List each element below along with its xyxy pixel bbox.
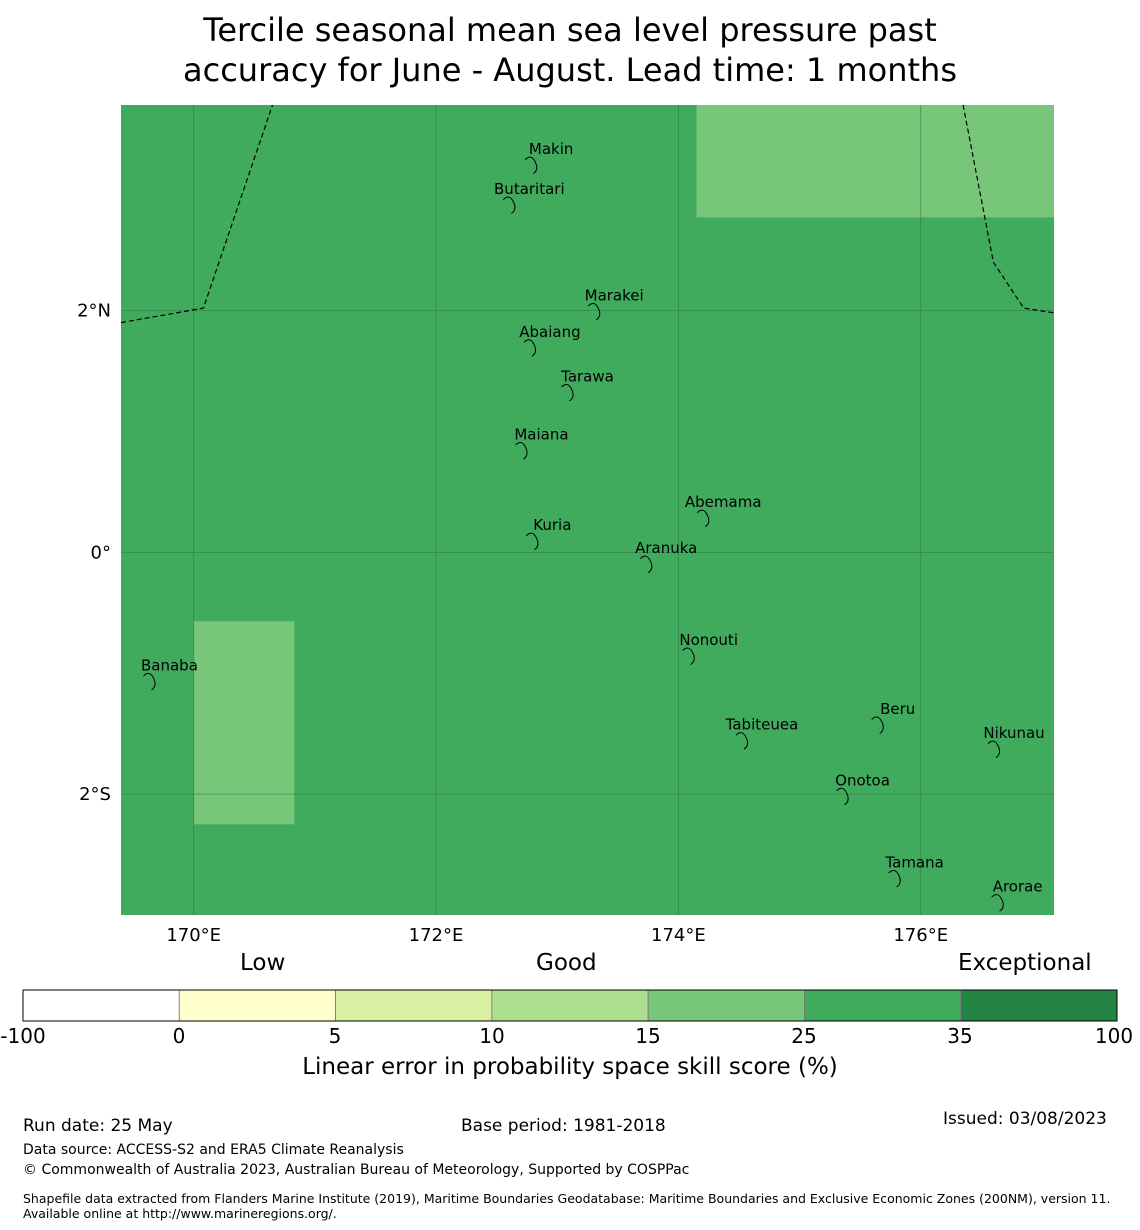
island-label: Onotoa [835,771,890,789]
data-source: Data source: ACCESS-S2 and ERA5 Climate … [23,1142,404,1158]
island-outline [561,383,574,402]
island-outline [696,509,710,528]
eez-boundary [962,104,1055,314]
skill-patch [696,105,1054,218]
colorbar-bin [22,989,180,1022]
island-label: Maiana [514,426,568,444]
title-line-1: Tercile seasonal mean sea level pressure… [203,11,937,49]
island-label: Abemama [685,493,762,511]
colorbar-tick: 35 [947,1024,973,1048]
island-outline [526,532,539,551]
island-outline [524,156,538,175]
island-label: Aranuka [635,539,697,557]
island-outline [502,196,516,215]
island-outline [682,647,695,665]
colorbar-label: Linear error in probability space skill … [302,1054,838,1080]
island-outline [888,869,901,888]
island-outline [987,740,1001,759]
island-label: Nikunau [983,724,1044,742]
colorbar-bin [335,989,493,1022]
island-label: Beru [880,700,915,718]
island-label: Banaba [141,656,198,674]
colorbar-tick: -100 [0,1024,46,1048]
shapefile-credit: Shapefile data extracted from Flanders M… [23,1191,1111,1221]
title-line-2: accuracy for June - August. Lead time: 1… [183,51,957,89]
colorbar-tick: 25 [791,1024,817,1048]
island-label: Tamana [884,854,943,872]
island-label: Nonouti [679,631,738,649]
island-label: Kuria [533,516,571,534]
colorbar-bin [178,989,336,1022]
colorbar-tick: 100 [1094,1024,1134,1048]
colorbar-bin [960,989,1118,1022]
colorbar-tick: 0 [172,1024,186,1048]
colorbar-tick: 10 [479,1024,505,1048]
island-label: Butaritari [494,180,565,198]
island-label: Tarawa [560,368,614,386]
copyright: © Commonwealth of Australia 2023, Austra… [23,1162,690,1178]
category-good: Good [536,950,597,976]
island-outline [523,339,537,357]
island-outline [515,442,528,460]
lon-tick-label: 170°E [166,925,221,946]
island-label: Marakei [585,287,644,305]
run-date: Run date: 25 May [23,1116,173,1136]
lat-tick-label: 0° [91,542,111,563]
category-low: Low [240,950,286,976]
island-outline [735,732,749,750]
lon-tick-label: 172°E [409,925,464,946]
island-label: Abaiang [519,323,580,341]
island-label: Arorae [993,878,1043,896]
lon-tick-label: 174°E [651,925,706,946]
colorbar-frame [22,989,1118,1022]
lat-tick-label: 2°N [77,301,111,322]
lat-tick-label: 2°S [79,784,111,805]
colorbar-bin [647,989,805,1022]
lon-tick-label: 176°E [893,925,948,946]
island-outline [871,716,884,734]
island-label: Makin [529,140,574,158]
colorbar-bin [804,989,962,1022]
island-outline [587,302,601,321]
colorbar-bin [491,989,649,1022]
colorbar-tick: 15 [635,1024,661,1048]
category-exceptional: Exceptional [958,950,1092,976]
eez-boundary [120,104,274,324]
island-outline [836,787,849,806]
colorbar-tick: 5 [328,1024,342,1048]
island-outline [991,894,1004,912]
island-outline [639,555,653,574]
skill-patch [193,621,295,825]
island-outline [143,672,156,691]
issued-date: Issued: 03/08/2023 [943,1109,1107,1129]
base-period: Base period: 1981-2018 [461,1116,666,1136]
island-label: Tabiteuea [725,716,799,734]
map-title: Tercile seasonal mean sea level pressure… [0,10,1140,90]
